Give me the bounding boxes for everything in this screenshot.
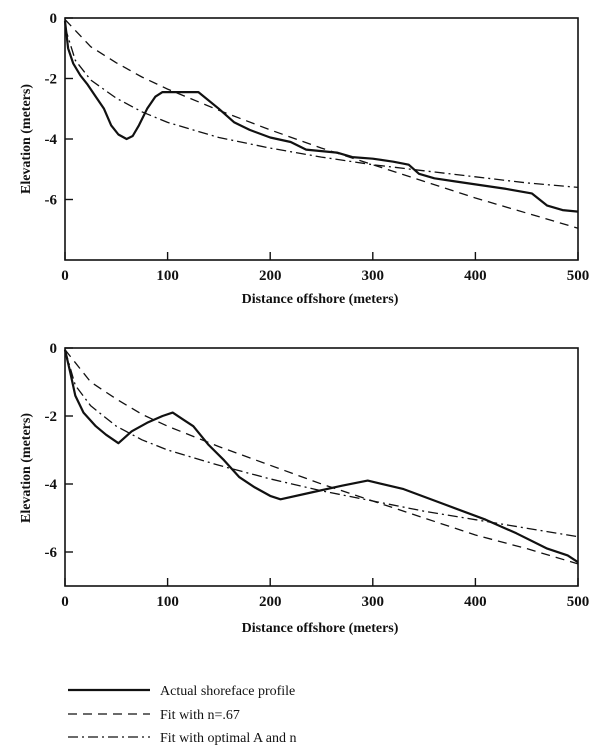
legend: Actual shoreface profile Fit with n=.67 … <box>68 684 297 746</box>
x-tick-label: 400 <box>464 268 487 284</box>
chart-bottom: 0 -2 -4 -6 0 100 200 300 400 500 Distance offsho… <box>19 341 589 636</box>
legend-item-actual: Actual shoreface profile <box>68 684 295 699</box>
y-tick-label: -2 <box>45 72 58 88</box>
series-line-dashed <box>64 19 579 229</box>
series-lines <box>63 19 579 229</box>
plot-frame <box>64 17 579 261</box>
y-tick-label: -4 <box>45 477 58 493</box>
series-line-dashed <box>64 349 579 565</box>
x-axis-title: Distance offshore (meters) <box>242 292 399 307</box>
x-tick-label: 300 <box>362 594 385 610</box>
x-tick-label: 400 <box>464 594 487 610</box>
x-tick-label: 100 <box>156 268 179 284</box>
y-tick-label: 0 <box>50 11 58 27</box>
y-axis-title: Elevation (meters) <box>19 84 34 194</box>
series-line-dashdot <box>64 349 579 538</box>
legend-item-fit-optimal: Fit with optimal A and n <box>68 731 297 746</box>
series-line-solid <box>63 349 579 564</box>
series-line-solid <box>63 20 579 213</box>
y-tick-label: -6 <box>45 193 58 209</box>
y-tick-label: -6 <box>45 545 58 561</box>
legend-label: Fit with n=.67 <box>160 708 240 723</box>
x-axis-title: Distance offshore (meters) <box>242 621 399 636</box>
y-ticks: 0 -2 -4 -6 <box>45 11 73 209</box>
plot-frame <box>64 347 579 587</box>
series-lines <box>63 349 579 565</box>
series-line-dashdot <box>64 26 579 189</box>
x-tick-label: 200 <box>259 268 282 284</box>
legend-label: Fit with optimal A and n <box>160 731 297 746</box>
x-tick-label: 100 <box>156 594 179 610</box>
legend-label: Actual shoreface profile <box>160 684 295 699</box>
x-ticks: 0 100 200 300 400 500 <box>61 578 589 610</box>
x-tick-label: 500 <box>567 268 590 284</box>
y-axis-title: Elevation (meters) <box>19 413 34 523</box>
y-tick-label: 0 <box>50 341 58 357</box>
y-tick-label: -4 <box>45 132 58 148</box>
x-tick-label: 500 <box>567 594 590 610</box>
y-ticks: 0 -2 -4 -6 <box>45 341 73 561</box>
legend-item-fit-n67: Fit with n=.67 <box>68 708 240 723</box>
x-ticks: 0 100 200 300 400 500 <box>61 252 589 284</box>
x-tick-label: 200 <box>259 594 282 610</box>
chart-top: 0 -2 -4 -6 0 100 200 300 400 500 Distance offsho… <box>19 11 589 307</box>
x-tick-label: 0 <box>61 268 69 284</box>
x-tick-label: 300 <box>362 268 385 284</box>
y-tick-label: -2 <box>45 409 58 425</box>
x-tick-label: 0 <box>61 594 69 610</box>
